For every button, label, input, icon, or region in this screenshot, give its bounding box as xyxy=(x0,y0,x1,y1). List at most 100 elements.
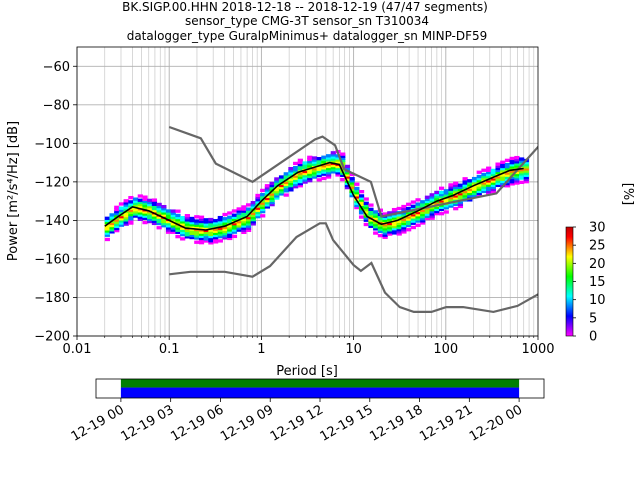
density-cell xyxy=(231,213,238,217)
y-tick-label: −160 xyxy=(34,252,70,267)
density-cell xyxy=(198,217,205,222)
density-cell xyxy=(316,159,322,163)
density-cell xyxy=(514,166,520,170)
y-tick-label: −200 xyxy=(34,330,70,345)
density-cell xyxy=(500,181,506,186)
density-cell xyxy=(373,222,379,227)
density-cell xyxy=(471,185,478,189)
density-cell xyxy=(438,207,445,212)
density-cell xyxy=(500,179,506,183)
density-cell xyxy=(523,160,529,165)
density-cell xyxy=(147,213,153,217)
density-cell xyxy=(519,180,525,185)
density-cell xyxy=(274,181,280,185)
density-cell xyxy=(123,199,129,203)
density-cell xyxy=(288,181,294,186)
density-cell xyxy=(476,170,482,174)
density-cell xyxy=(438,192,445,197)
density-cell xyxy=(330,157,336,161)
density-cell xyxy=(316,169,322,174)
density-cell xyxy=(311,166,318,171)
density-cell xyxy=(420,221,426,225)
density-cell xyxy=(396,223,402,228)
density-cell xyxy=(123,218,129,222)
density-cell xyxy=(274,187,280,192)
density-cell xyxy=(175,224,181,228)
density-cell xyxy=(123,213,129,218)
density-cell xyxy=(128,208,134,212)
density-cell xyxy=(123,201,129,205)
density-cell xyxy=(495,181,501,185)
y-axis-ticks: −60 −80 −100 −120 −140 −160 −180 −200 xyxy=(34,60,77,345)
density-cell xyxy=(250,201,256,205)
density-cell xyxy=(170,215,176,220)
density-cell xyxy=(514,162,520,166)
density-cell xyxy=(453,190,459,194)
density-cell xyxy=(490,173,496,177)
x-axis-label: Period [s] xyxy=(276,364,338,379)
density-cell xyxy=(382,227,388,231)
density-cell xyxy=(203,222,209,226)
density-cell xyxy=(264,196,271,201)
x-tick-label: 10 xyxy=(345,342,362,357)
density-cell xyxy=(260,207,266,212)
density-cell xyxy=(217,222,223,226)
density-cell xyxy=(151,217,158,221)
density-cell xyxy=(194,225,200,230)
density-cell xyxy=(377,233,383,238)
density-cell xyxy=(123,207,129,211)
density-cell xyxy=(132,208,139,212)
density-cell xyxy=(424,199,431,204)
density-cell xyxy=(434,209,440,214)
density-cell xyxy=(434,205,440,209)
density-cell xyxy=(175,234,181,239)
density-cell xyxy=(307,170,313,174)
density-cell xyxy=(269,183,275,188)
density-cell xyxy=(344,177,351,181)
density-cell xyxy=(118,223,125,227)
density-cell xyxy=(344,175,351,179)
density-cell xyxy=(462,179,468,183)
density-cell xyxy=(354,193,360,197)
density-cell xyxy=(349,177,355,181)
density-cell xyxy=(354,201,360,205)
density-cell xyxy=(180,228,186,233)
density-cell xyxy=(462,183,468,187)
density-cell xyxy=(245,218,252,222)
density-cell xyxy=(504,162,511,167)
density-cell xyxy=(406,223,412,228)
density-cell xyxy=(490,183,496,187)
density-cell xyxy=(481,168,487,172)
density-cell xyxy=(156,215,162,219)
density-cell xyxy=(476,179,482,183)
density-cell xyxy=(170,217,176,222)
density-cell xyxy=(142,216,148,220)
density-cell xyxy=(104,229,110,233)
density-cell xyxy=(297,173,303,177)
density-cell xyxy=(344,183,351,188)
density-cell xyxy=(250,211,256,215)
density-cell xyxy=(241,211,247,215)
density-cell xyxy=(128,221,134,225)
density-cell xyxy=(443,206,449,210)
mode-line xyxy=(104,161,524,231)
density-cell xyxy=(245,209,252,213)
density-cell xyxy=(170,222,176,226)
density-cell xyxy=(302,176,308,180)
density-cell xyxy=(217,218,223,222)
density-cell xyxy=(274,190,280,194)
density-cell xyxy=(401,228,407,232)
density-cell xyxy=(217,239,223,243)
density-cell xyxy=(175,213,181,218)
density-cell xyxy=(288,173,294,177)
density-cell xyxy=(241,220,247,224)
density-cell xyxy=(161,221,167,226)
density-cell xyxy=(269,200,275,205)
density-cell xyxy=(476,176,482,181)
density-cell xyxy=(274,194,280,198)
density-cell xyxy=(288,186,294,190)
density-cell xyxy=(373,210,379,214)
density-cell xyxy=(123,205,129,209)
density-cell xyxy=(490,189,496,194)
density-cell xyxy=(151,215,158,219)
